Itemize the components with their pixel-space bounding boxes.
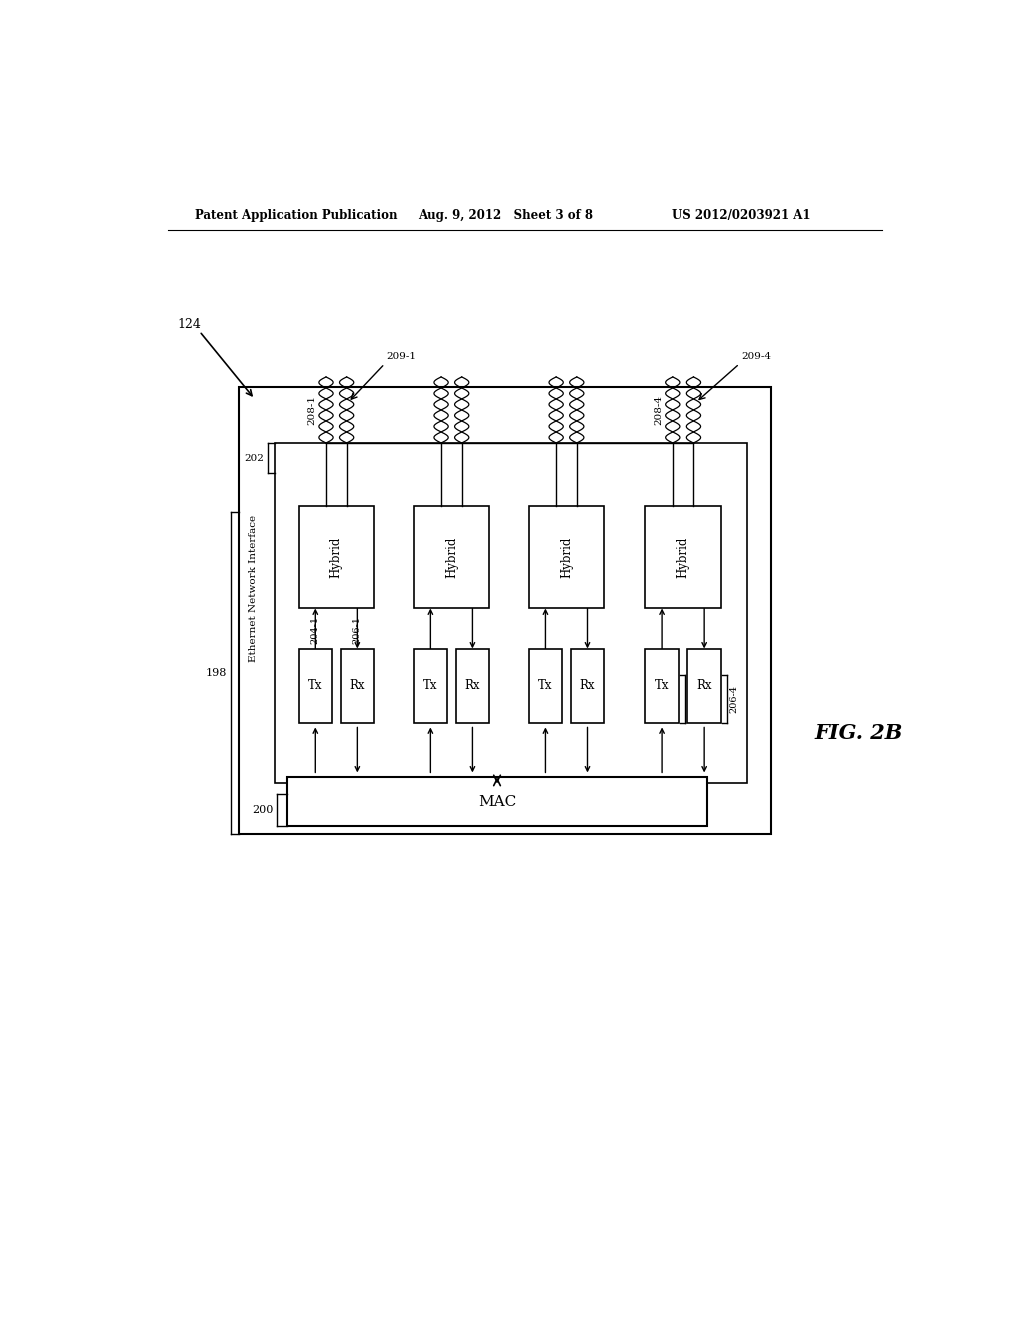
Text: 204-1: 204-1 xyxy=(311,616,319,644)
Bar xyxy=(287,777,708,826)
Bar xyxy=(570,649,604,722)
Text: Hybrid: Hybrid xyxy=(444,536,458,578)
Text: 208-1: 208-1 xyxy=(307,395,316,425)
Text: 200: 200 xyxy=(252,805,273,816)
Bar xyxy=(341,649,374,722)
Bar xyxy=(645,649,679,722)
Text: US 2012/0203921 A1: US 2012/0203921 A1 xyxy=(672,209,810,222)
Bar xyxy=(240,387,771,834)
Text: Tx: Tx xyxy=(539,680,553,693)
Text: FIG. 2B: FIG. 2B xyxy=(814,722,903,743)
Text: Patent Application Publication: Patent Application Publication xyxy=(196,209,398,222)
Bar xyxy=(414,649,447,722)
Bar xyxy=(645,506,721,607)
Bar xyxy=(456,649,489,722)
Bar xyxy=(299,506,374,607)
Text: Tx: Tx xyxy=(308,680,323,693)
Text: Hybrid: Hybrid xyxy=(677,536,689,578)
Bar xyxy=(299,649,332,722)
Text: 124: 124 xyxy=(177,318,201,330)
Text: 198: 198 xyxy=(206,668,227,678)
Text: Ethernet Network Interface: Ethernet Network Interface xyxy=(249,515,258,661)
Text: Rx: Rx xyxy=(580,680,595,693)
Text: Tx: Tx xyxy=(423,680,437,693)
Text: Aug. 9, 2012   Sheet 3 of 8: Aug. 9, 2012 Sheet 3 of 8 xyxy=(418,209,593,222)
Text: 209-1: 209-1 xyxy=(386,352,417,362)
Text: 206-1: 206-1 xyxy=(353,616,361,644)
Text: 209-4: 209-4 xyxy=(741,352,771,362)
Text: 204-4: 204-4 xyxy=(687,685,696,713)
Text: MAC: MAC xyxy=(478,795,516,809)
Bar xyxy=(414,506,489,607)
Bar xyxy=(687,649,721,722)
Bar xyxy=(274,444,748,784)
Text: 208-4: 208-4 xyxy=(654,395,663,425)
Bar xyxy=(528,649,562,722)
Text: 202: 202 xyxy=(245,454,264,463)
Text: Rx: Rx xyxy=(465,680,480,693)
Text: Tx: Tx xyxy=(654,680,670,693)
Text: Rx: Rx xyxy=(349,680,366,693)
Text: Hybrid: Hybrid xyxy=(560,536,573,578)
Text: 206-4: 206-4 xyxy=(729,685,738,713)
Bar xyxy=(528,506,604,607)
Text: Hybrid: Hybrid xyxy=(330,536,343,578)
Text: Rx: Rx xyxy=(696,680,712,693)
